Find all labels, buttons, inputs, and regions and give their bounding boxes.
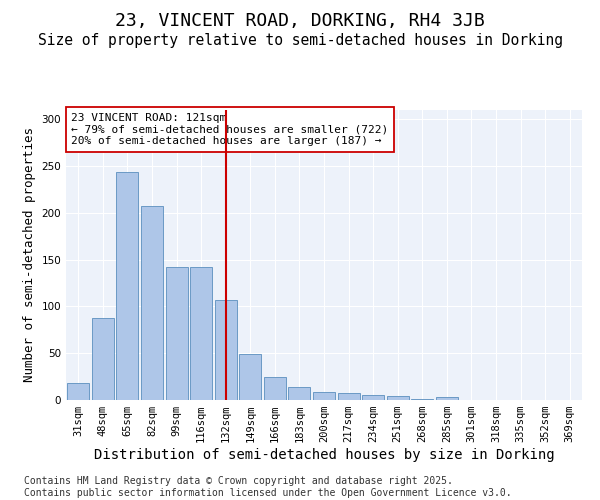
Bar [386, 396, 409, 400]
Y-axis label: Number of semi-detached properties: Number of semi-detached properties [23, 128, 36, 382]
X-axis label: Distribution of semi-detached houses by size in Dorking: Distribution of semi-detached houses by … [94, 448, 554, 462]
Text: 23 VINCENT ROAD: 121sqm
← 79% of semi-detached houses are smaller (722)
20% of s: 23 VINCENT ROAD: 121sqm ← 79% of semi-de… [71, 113, 388, 146]
Bar [362, 396, 384, 400]
Text: Size of property relative to semi-detached houses in Dorking: Size of property relative to semi-detach… [37, 32, 563, 48]
Bar [215, 300, 237, 400]
Text: Contains HM Land Registry data © Crown copyright and database right 2025.
Contai: Contains HM Land Registry data © Crown c… [24, 476, 512, 498]
Bar [313, 392, 335, 400]
Bar [338, 392, 359, 400]
Bar [264, 376, 286, 400]
Bar [190, 267, 212, 400]
Bar [141, 206, 163, 400]
Bar [289, 387, 310, 400]
Bar [67, 383, 89, 400]
Bar [411, 399, 433, 400]
Bar [166, 267, 188, 400]
Bar [239, 354, 262, 400]
Bar [436, 397, 458, 400]
Bar [116, 172, 139, 400]
Text: 23, VINCENT ROAD, DORKING, RH4 3JB: 23, VINCENT ROAD, DORKING, RH4 3JB [115, 12, 485, 30]
Bar [92, 318, 114, 400]
